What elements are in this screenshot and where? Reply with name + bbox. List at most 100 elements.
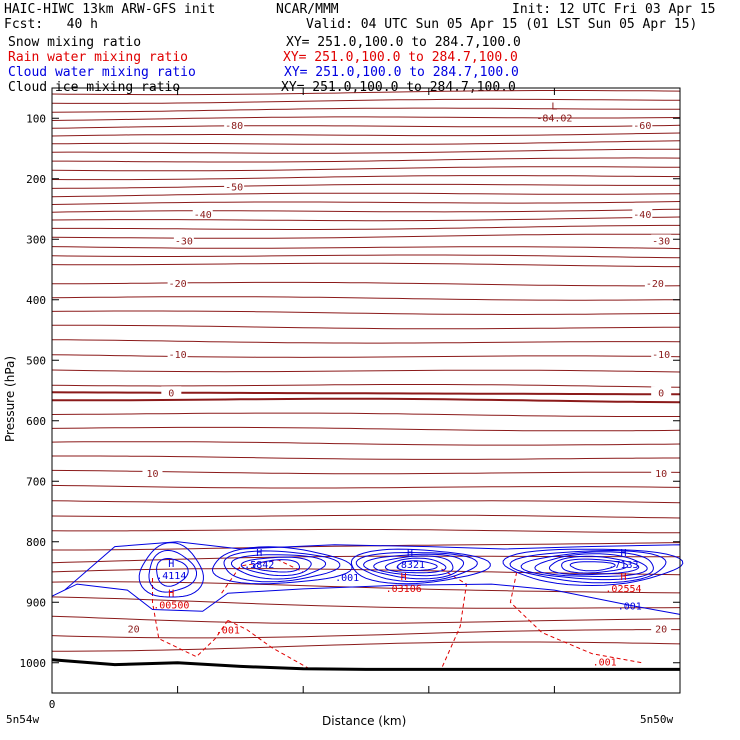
isotherm (51, 116, 681, 121)
isotherm (51, 412, 680, 417)
y-axis-title: Pressure (hPa) (3, 356, 17, 442)
temperature-label: -20 (169, 279, 187, 290)
rain-contour (227, 619, 310, 670)
isotherm (51, 254, 681, 259)
extremum-kind: H (620, 548, 626, 559)
y-tick-label: 200 (26, 173, 46, 186)
y-tick-label: 500 (26, 354, 46, 367)
isotherm (52, 397, 681, 404)
label-bg (224, 180, 245, 192)
cloud-contour (502, 548, 684, 587)
label-bg (224, 118, 245, 130)
isotherm (51, 426, 681, 432)
label-bg (192, 207, 213, 219)
isotherm (51, 98, 681, 104)
forecast-hour: Fcst: 40 h (4, 17, 98, 32)
isotherm (51, 354, 681, 358)
y-tick-label: 700 (26, 475, 46, 488)
isotherm (52, 641, 681, 652)
isotherm (51, 90, 681, 96)
isotherm (51, 296, 681, 301)
contour-labels: -80 -60 -50 -40 -40 -30 -30 -20 -20 -10 -10 0 0 10 10 2… (123, 101, 672, 669)
label-bg (651, 386, 672, 398)
y-tick-label: 400 (26, 294, 46, 307)
temperature-label: -30 (652, 236, 670, 247)
y-tick-label: 800 (26, 536, 46, 549)
isotherm (51, 216, 681, 222)
y-tick-label: 600 (26, 415, 46, 428)
isotherm (52, 157, 681, 163)
cloud-contour (509, 549, 667, 584)
cloud-contour (223, 550, 341, 583)
isotherm (51, 310, 681, 315)
cloud-contour (148, 549, 197, 593)
cloud-water-contours (51, 541, 684, 615)
label-bg (632, 118, 653, 130)
cloud-contour (534, 553, 648, 577)
extremum-value: .7133 (608, 560, 638, 571)
isotherm (51, 148, 680, 154)
label-bg (123, 622, 144, 634)
contour-label: .001 (593, 658, 617, 669)
cloud-contour (363, 553, 465, 580)
terrain-line (51, 658, 680, 671)
extremum-kind: H (256, 548, 262, 559)
cloud-contour (156, 558, 189, 587)
isotherm (51, 581, 681, 594)
legend-snow-xy: XY= 251.0,100.0 to 284.7,100.0 (286, 35, 521, 50)
temperature-label: -30 (175, 236, 193, 247)
extremum-kind: L (551, 101, 557, 112)
isotherm (51, 384, 681, 388)
y-tick-label: 100 (26, 112, 46, 125)
temperature-label: -50 (225, 183, 243, 194)
contour-label: .001 (216, 625, 240, 636)
isotherm (51, 201, 681, 205)
cloud-envelope (51, 541, 681, 615)
cloud-contour (548, 555, 640, 576)
cloud-contour (211, 546, 353, 585)
cloud-contour (355, 551, 478, 583)
valid-time: Valid: 04 UTC Sun 05 Apr 15 (01 LST Sun … (306, 17, 698, 32)
isotherm (51, 183, 680, 189)
temperature-label: -40 (633, 210, 651, 221)
isotherm (52, 281, 681, 287)
isotherm (52, 324, 680, 330)
x-corner-left: 5n54w (6, 713, 39, 726)
cloud-contour (240, 556, 312, 577)
isotherm (52, 224, 680, 230)
temperature-label: 20 (655, 624, 667, 635)
legend-cloud-xy: XY= 251.0,100.0 to 284.7,100.0 (284, 65, 519, 80)
isotherm (51, 484, 681, 489)
temperature-label: 20 (128, 624, 140, 635)
temperature-label: -80 (225, 121, 243, 132)
plot-frame (51, 87, 681, 694)
isotherm (51, 514, 681, 519)
extremum-kind: H (401, 572, 407, 583)
isotherm (51, 166, 681, 172)
temperature-label: -10 (169, 350, 187, 361)
cloud-contour (231, 554, 327, 580)
x-tick-label: 0 (49, 698, 56, 711)
isotherm (51, 175, 681, 181)
extremum-value: .03106 (386, 584, 422, 595)
isotherm (51, 107, 680, 113)
temperature-label: 0 (168, 388, 174, 399)
temperature-label: 10 (146, 469, 158, 480)
y-tick-label: 300 (26, 233, 46, 246)
extremum-kind: H (407, 548, 413, 559)
isotherm (51, 132, 681, 137)
isotherm (51, 246, 681, 250)
y-tick-label: 1000 (20, 657, 47, 670)
isotherm (51, 124, 681, 129)
extremum-kind: H (168, 588, 174, 599)
temperature-label: -40 (194, 210, 212, 221)
label-bg (632, 207, 653, 219)
temperature-label: -60 (633, 121, 651, 132)
temperature-label: -10 (652, 350, 670, 361)
legend-rain-label: Rain water mixing ratio (8, 50, 189, 65)
model-title: HAIC-HIWC 13km ARW-GFS init (4, 2, 216, 17)
isotherm (51, 262, 680, 268)
isotherm (51, 192, 681, 198)
isotherm (51, 528, 680, 534)
